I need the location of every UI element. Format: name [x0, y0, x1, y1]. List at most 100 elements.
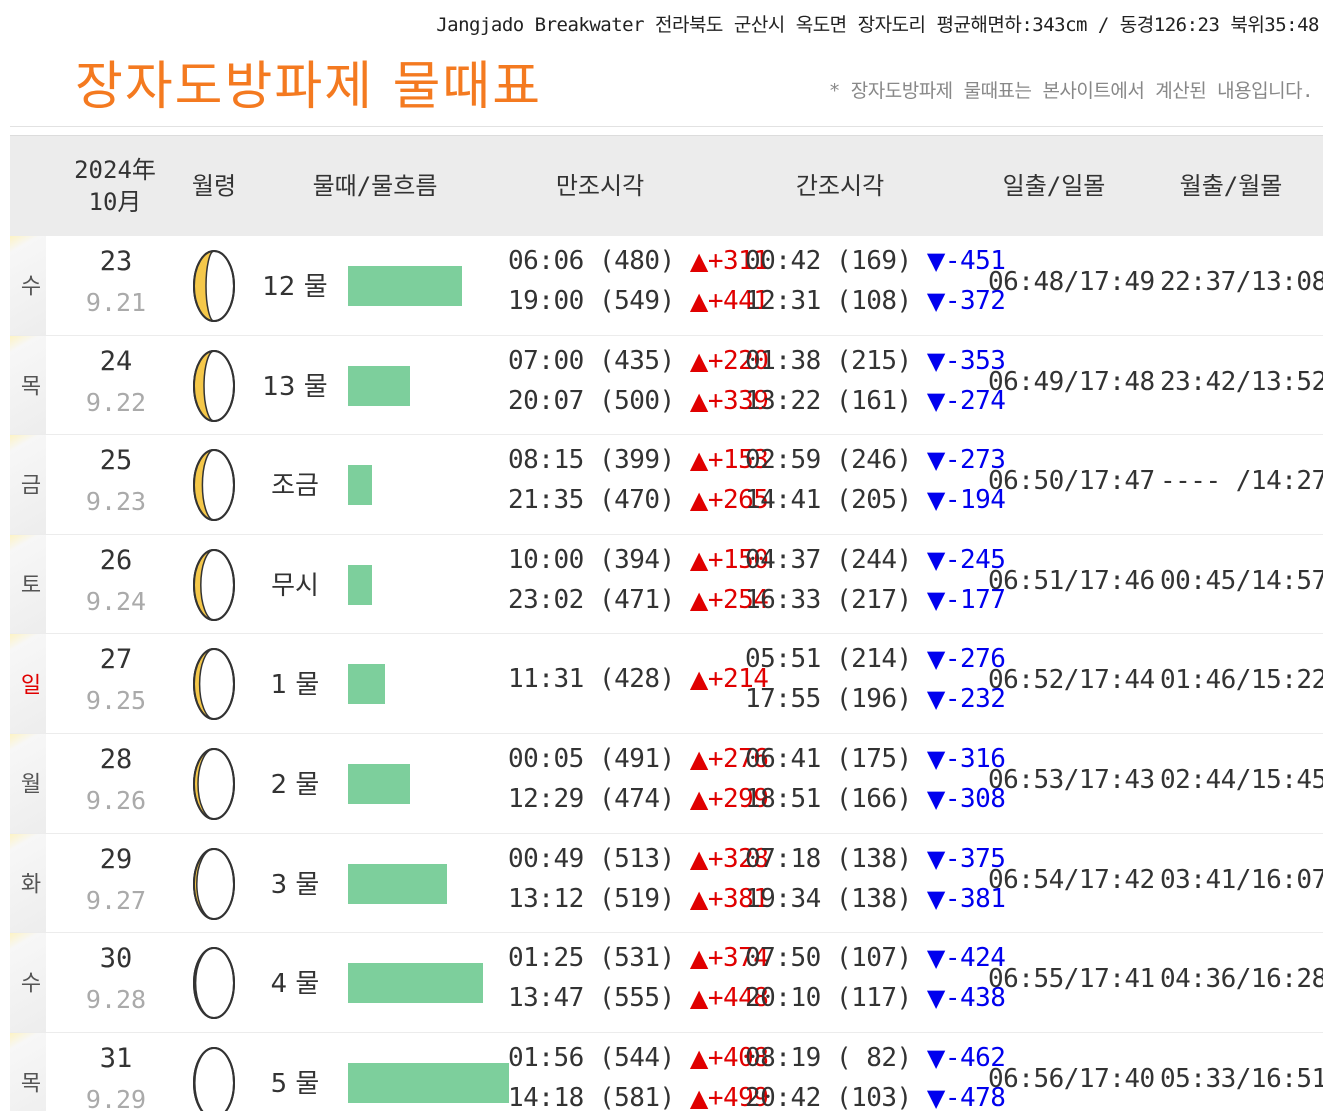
high-tide-entry: 19:00 (549) ▲+441: [508, 286, 769, 316]
high-tide-delta: +441: [707, 286, 769, 316]
low-tide-entry: 17:55 (196) ▼-232: [745, 684, 1006, 714]
high-tide-level: (480): [598, 246, 675, 276]
low-tide-delta: -273: [944, 445, 1006, 476]
moonrise-moonset: 03:41/16:07: [1160, 864, 1323, 895]
down-triangle-icon: ▼: [926, 685, 945, 714]
tide-table: 2024年 10月 월령 물때/물흐름 만조시각 간조시각 일출/일몰 월출/월몰…: [10, 135, 1323, 1111]
high-tide-delta: +448: [707, 983, 769, 1014]
high-tide-delta: +311: [707, 246, 769, 276]
tidal-flow-bar: [348, 963, 483, 1004]
weekday-label: 목: [10, 1032, 46, 1111]
down-triangle-icon: ▼: [926, 247, 945, 275]
sunrise-sunset: 06:52/17:44: [988, 665, 1155, 696]
high-tide-level: (471): [598, 584, 675, 615]
moonrise-moonset: 23:42/13:52: [1160, 366, 1323, 397]
header-moon-age: 월령: [191, 171, 237, 200]
high-tide-delta: +254: [707, 584, 769, 615]
day-number: 29: [99, 843, 133, 875]
header-low-tide: 간조시각: [795, 171, 885, 200]
up-triangle-icon: ▲: [689, 844, 708, 873]
low-tide-delta: -177: [944, 584, 1006, 615]
up-triangle-icon: ▲: [689, 346, 708, 375]
high-tide-time: 13:47: [508, 983, 584, 1014]
tide-stage: 3 물: [270, 869, 320, 900]
tide-stage: 무시: [271, 570, 319, 601]
high-tide-delta: +153: [707, 445, 769, 476]
high-tide-level: (435): [598, 345, 675, 376]
weekday-label: 화: [10, 833, 46, 933]
day-number: 31: [99, 1042, 133, 1074]
down-triangle-icon: ▼: [926, 287, 945, 315]
tide-stage: 1 물: [270, 670, 320, 701]
low-tide-time: 13:22: [745, 385, 821, 416]
day-number: 23: [99, 246, 133, 277]
moon-phase-icon: [193, 1046, 235, 1111]
location-info: Jangjado Breakwater 전라북도 군산시 옥도면 장자도리 평균…: [436, 14, 1319, 36]
high-tide-time: 10:00: [508, 544, 584, 575]
high-tide-entry: 13:12 (519) ▲+381: [508, 884, 769, 914]
low-tide-delta: -194: [944, 485, 1006, 516]
low-tide-time: 02:59: [745, 445, 821, 476]
low-tide-delta: -276: [944, 644, 1006, 675]
header-year-month: 2024年 10月: [66, 136, 164, 236]
high-tide-level: (549): [598, 286, 675, 316]
high-tide-entry: 08:15 (399) ▲+153: [508, 445, 769, 476]
down-triangle-icon: ▼: [926, 784, 945, 813]
tidal-flow-bar: [348, 763, 410, 804]
low-tide-time: 01:38: [745, 345, 821, 376]
high-tide-level: (513): [598, 843, 675, 874]
up-triangle-icon: ▲: [689, 665, 708, 694]
tidal-flow-bar: [348, 564, 372, 605]
down-triangle-icon: ▼: [926, 486, 945, 515]
low-tide-level: (215): [835, 345, 912, 376]
up-triangle-icon: ▲: [689, 884, 708, 913]
weekday-label: 토: [10, 534, 46, 634]
moon-phase-icon: [193, 747, 235, 820]
moon-phase-icon: [193, 947, 235, 1020]
low-tide-level: (117): [835, 983, 912, 1014]
moonrise-moonset: 05:33/16:51: [1160, 1063, 1323, 1094]
high-tide-entry: 14:18 (581) ▲+499: [508, 1083, 769, 1111]
header-stage: 물때/물흐름: [312, 171, 438, 200]
down-triangle-icon: ▼: [926, 1083, 945, 1111]
low-tide-time: 18:51: [745, 783, 821, 814]
moon-phase-icon: [193, 349, 235, 422]
down-triangle-icon: ▼: [926, 585, 945, 614]
day-number: 24: [99, 345, 133, 377]
high-tide-entry: 06:06 (480) ▲+311: [508, 246, 769, 276]
tide-stage: 조금: [271, 471, 319, 502]
up-triangle-icon: ▲: [689, 446, 708, 475]
high-tide-entry: 11:31 (428) ▲+214: [508, 664, 769, 694]
high-tide-level: (555): [598, 983, 675, 1014]
low-tide-entry: 07:18 (138) ▼-375: [745, 844, 1006, 874]
high-tide-delta: +408: [707, 1042, 769, 1073]
high-tide-time: 00:49: [508, 843, 584, 874]
weekday-label: 목: [10, 335, 46, 435]
tidal-flow-bar: [348, 664, 385, 705]
moon-phase-icon: [193, 449, 235, 522]
low-tide-entry: 00:42 (169) ▼-451: [745, 246, 1006, 276]
high-tide-time: 12:29: [508, 783, 584, 814]
tidal-flow-bar: [348, 863, 447, 904]
high-tide-level: (544): [598, 1042, 675, 1073]
sunrise-sunset: 06:53/17:43: [988, 764, 1155, 795]
up-triangle-icon: ▲: [689, 784, 708, 813]
high-tide-level: (491): [598, 743, 675, 774]
top-divider: [10, 126, 1323, 127]
high-tide-time: 08:15: [508, 445, 584, 476]
sunrise-sunset: 06:54/17:42: [988, 864, 1155, 895]
up-triangle-icon: ▲: [689, 944, 708, 973]
high-tide-entry: 21:35 (470) ▲+265: [508, 485, 769, 515]
low-tide-entry: 12:31 (108) ▼-372: [745, 286, 1006, 316]
high-tide-entry: 23:02 (471) ▲+254: [508, 584, 769, 615]
down-triangle-icon: ▼: [926, 744, 945, 773]
low-tide-time: 14:41: [745, 485, 821, 516]
day-number: 30: [99, 943, 133, 975]
high-tide-time: 01:25: [508, 943, 584, 974]
low-tide-entry: 08:19 ( 82) ▼-462: [745, 1043, 1006, 1073]
low-tide-entry: 01:38 (215) ▼-353: [745, 345, 1006, 376]
high-tide-delta: +299: [707, 783, 769, 814]
tide-stage: 2 물: [270, 769, 320, 800]
low-tide-delta: -438: [944, 983, 1006, 1014]
table-row: 화 29 9.27 3 물 00:49 (513) ▲+328 13:12 (519) ▲…: [10, 833, 1323, 934]
